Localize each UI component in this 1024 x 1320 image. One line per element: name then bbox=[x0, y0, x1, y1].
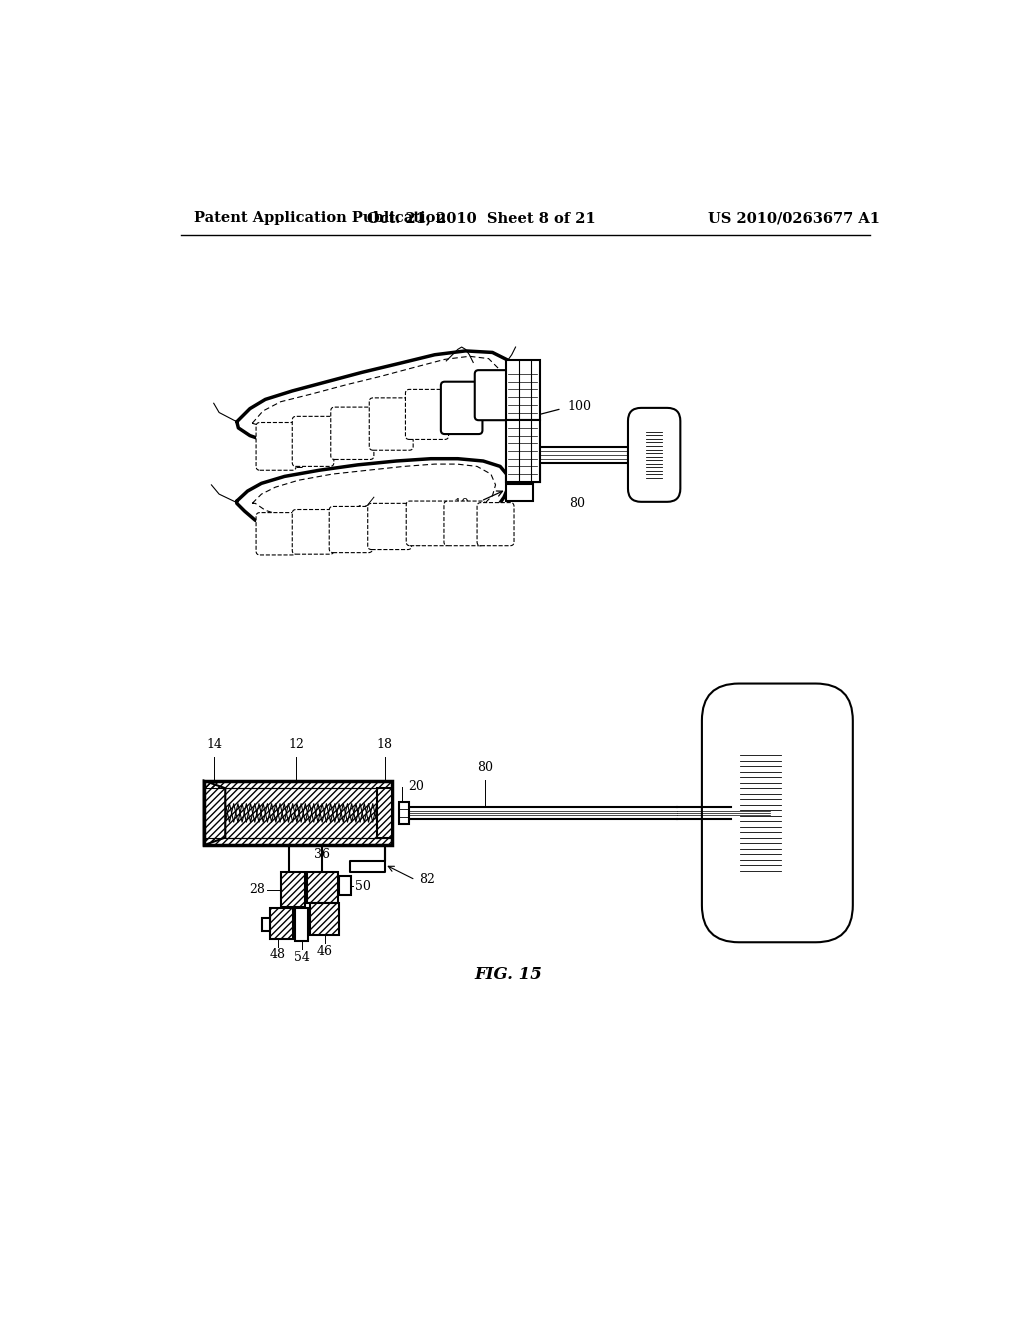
Bar bbox=[310, 903, 339, 936]
Text: 104: 104 bbox=[355, 504, 380, 517]
Text: 100: 100 bbox=[568, 400, 592, 413]
Bar bbox=[204, 838, 392, 845]
Text: 12: 12 bbox=[288, 738, 304, 751]
Text: 36: 36 bbox=[314, 847, 331, 861]
Bar bbox=[204, 780, 392, 788]
Text: FIG. 13: FIG. 13 bbox=[358, 533, 426, 550]
Bar bbox=[281, 873, 305, 907]
Text: 82: 82 bbox=[419, 874, 435, 887]
Text: Patent Application Publication: Patent Application Publication bbox=[194, 211, 445, 226]
Text: 48: 48 bbox=[269, 949, 286, 961]
Bar bbox=[506, 360, 541, 420]
FancyBboxPatch shape bbox=[406, 389, 449, 440]
Bar bbox=[225, 788, 377, 838]
FancyBboxPatch shape bbox=[256, 422, 296, 470]
Text: 80: 80 bbox=[477, 760, 493, 774]
FancyBboxPatch shape bbox=[477, 503, 514, 545]
Bar bbox=[377, 788, 392, 838]
Text: FIG. 15: FIG. 15 bbox=[474, 966, 542, 983]
Bar bbox=[204, 838, 392, 845]
Text: US 2010/0263677 A1: US 2010/0263677 A1 bbox=[708, 211, 880, 226]
FancyBboxPatch shape bbox=[475, 370, 512, 420]
Text: 28: 28 bbox=[250, 883, 265, 896]
Bar bbox=[270, 908, 293, 940]
Bar bbox=[377, 788, 392, 838]
Bar bbox=[262, 917, 270, 932]
FancyBboxPatch shape bbox=[292, 416, 334, 466]
FancyBboxPatch shape bbox=[628, 408, 680, 502]
FancyBboxPatch shape bbox=[407, 502, 450, 545]
FancyBboxPatch shape bbox=[330, 507, 373, 553]
FancyBboxPatch shape bbox=[331, 407, 374, 459]
Bar bbox=[506, 466, 541, 482]
Text: 80: 80 bbox=[569, 496, 586, 510]
FancyBboxPatch shape bbox=[256, 512, 296, 554]
Bar bbox=[225, 788, 377, 838]
FancyBboxPatch shape bbox=[368, 503, 412, 549]
Text: 20: 20 bbox=[408, 780, 424, 793]
Bar bbox=[310, 903, 339, 936]
Bar bbox=[204, 780, 392, 845]
FancyBboxPatch shape bbox=[444, 502, 485, 545]
FancyBboxPatch shape bbox=[441, 381, 482, 434]
Bar bbox=[339, 876, 351, 895]
Text: 102: 102 bbox=[281, 458, 304, 471]
Bar bbox=[204, 780, 392, 788]
Text: 46: 46 bbox=[316, 945, 333, 957]
Text: 54: 54 bbox=[294, 950, 309, 964]
Text: 10: 10 bbox=[454, 499, 469, 511]
Text: Oct. 21, 2010  Sheet 8 of 21: Oct. 21, 2010 Sheet 8 of 21 bbox=[367, 211, 595, 226]
Bar bbox=[281, 873, 305, 907]
Bar bbox=[307, 873, 338, 903]
Bar bbox=[295, 908, 308, 941]
Bar bbox=[398, 803, 410, 824]
Bar bbox=[506, 420, 541, 482]
Text: 50: 50 bbox=[354, 879, 371, 892]
Text: 14: 14 bbox=[207, 738, 222, 751]
FancyBboxPatch shape bbox=[701, 684, 853, 942]
FancyBboxPatch shape bbox=[370, 397, 413, 450]
Bar bbox=[270, 908, 293, 940]
Text: 18: 18 bbox=[377, 738, 392, 751]
FancyBboxPatch shape bbox=[292, 510, 334, 554]
Bar bbox=[307, 873, 338, 903]
Bar bbox=[506, 484, 532, 502]
